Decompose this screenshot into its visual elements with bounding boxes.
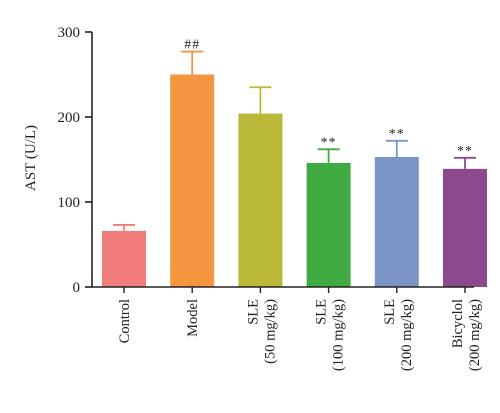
bar-3 <box>306 162 351 287</box>
x-tick-label-2-line-1: (50 mg/kg) <box>262 299 278 364</box>
bars: ## ** ** ** <box>102 38 487 287</box>
x-tick-label-4-line-1: (200 mg/kg) <box>399 299 415 371</box>
x-tick-label-4: SLE (200 mg/kg) <box>382 299 415 371</box>
x-tick-label-1-line-0: Model <box>185 299 201 337</box>
x-tick-label-0-line-0: Control <box>117 299 133 343</box>
y-axis-label: AST (U/L) <box>23 125 39 191</box>
x-tick-label-2: SLE (50 mg/kg) <box>245 299 278 364</box>
x-tick-label-3: SLE (100 mg/kg) <box>314 299 347 371</box>
bar-2 <box>238 113 283 287</box>
x-tick-label-5-line-1: (200 mg/kg) <box>467 299 483 371</box>
x-tick-label-2-line-0: SLE <box>245 299 261 325</box>
bar-5 <box>443 168 487 287</box>
y-tick-label-2: 200 <box>58 110 81 126</box>
x-tick-label-1: Model <box>185 299 201 337</box>
bar-1 <box>170 74 215 287</box>
bar-0 <box>102 230 146 287</box>
x-tick-label-4-line-0: SLE <box>382 299 398 325</box>
x-tick-label-5: Bicyclol (200 mg/kg) <box>450 299 483 371</box>
x-tick-label-3-line-0: SLE <box>314 299 330 325</box>
y-tick-label-0: 0 <box>73 280 81 296</box>
y-tick-label-3: 300 <box>58 25 81 41</box>
x-tick-label-3-line-1: (100 mg/kg) <box>331 299 347 371</box>
significance-mark-4: ** <box>389 127 405 142</box>
x-tick-label-0: Control <box>117 299 133 343</box>
x-tick-label-5-line-0: Bicyclol <box>450 299 466 348</box>
significance-mark-3: ** <box>321 135 337 150</box>
significance-mark-5: ** <box>457 144 473 159</box>
x-axis: Control Model SLE (50 mg/kg) SLE (100 mg/kg) S… <box>92 286 483 371</box>
bar-4 <box>374 156 419 287</box>
significance-mark-1: ## <box>184 38 200 53</box>
y-axis: 0 100 200 300 <box>58 25 93 296</box>
y-tick-label-1: 100 <box>58 195 81 211</box>
